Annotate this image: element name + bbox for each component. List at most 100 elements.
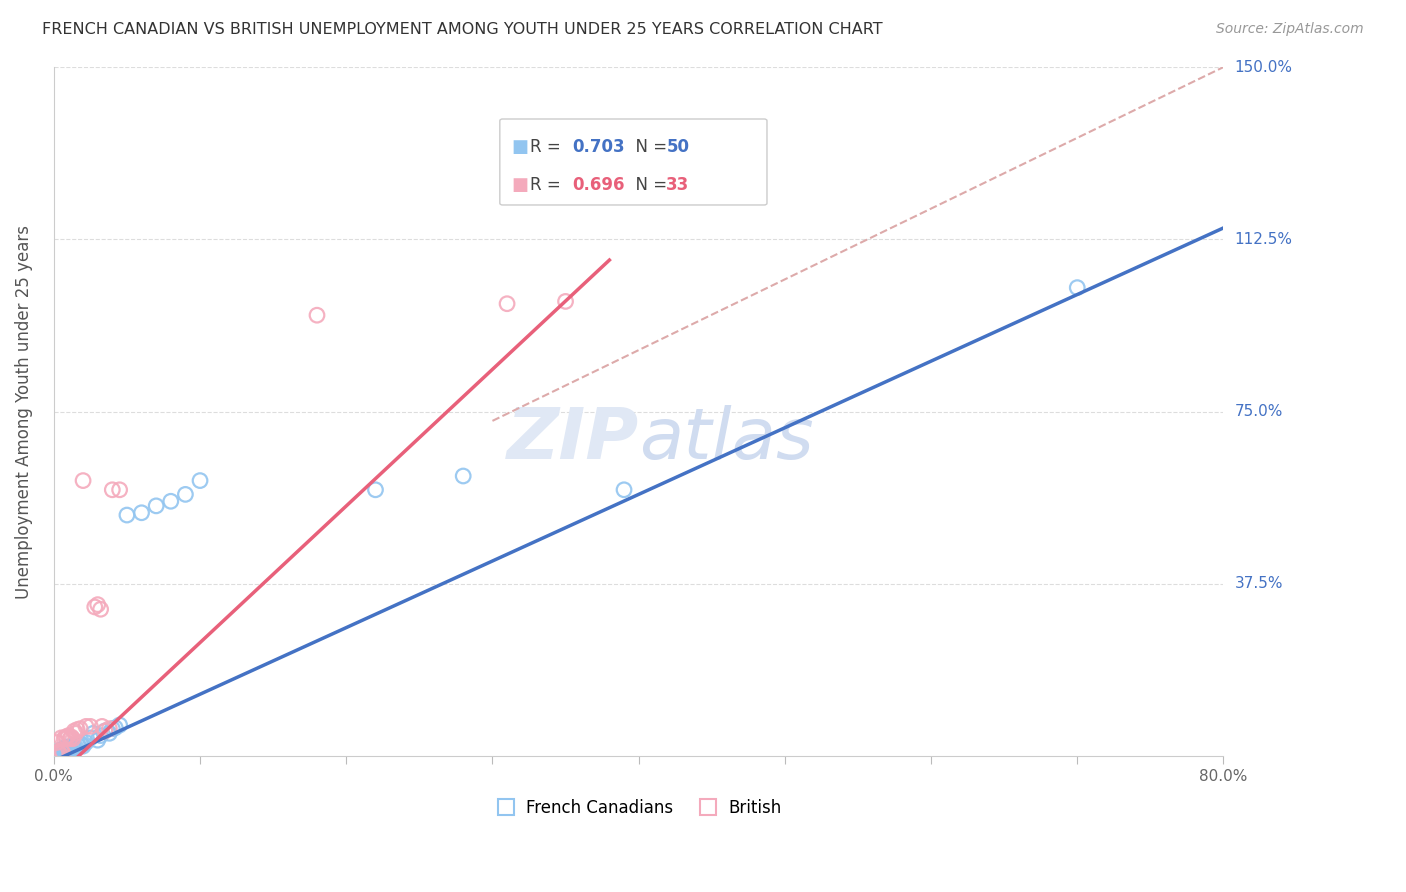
Point [63, 723, 86, 738]
Point [613, 483, 636, 497]
Point [53, 731, 76, 746]
Text: FRENCH CANADIAN VS BRITISH UNEMPLOYMENT AMONG YOUTH UNDER 25 YEARS CORRELATION C: FRENCH CANADIAN VS BRITISH UNEMPLOYMENT … [42, 22, 883, 37]
Point [60, 742, 83, 756]
Point [83, 599, 105, 614]
Point [65, 740, 87, 755]
Point [554, 294, 576, 309]
Text: 0.703: 0.703 [572, 138, 624, 156]
Point [59, 739, 82, 754]
Text: ■: ■ [512, 176, 529, 194]
Point [58, 741, 80, 756]
Point [45, 747, 67, 761]
Point [49, 744, 72, 758]
Point [72, 474, 94, 488]
Point [90, 602, 112, 616]
Point [145, 499, 167, 513]
Point [98, 722, 121, 736]
Point [62, 739, 84, 753]
Point [305, 308, 328, 322]
Point [66, 738, 89, 752]
Point [104, 721, 127, 735]
Point [86, 733, 108, 747]
Text: N =: N = [626, 138, 673, 156]
Text: 0.696: 0.696 [572, 176, 624, 194]
Text: R =: R = [530, 138, 565, 156]
Point [174, 487, 197, 501]
Point [101, 483, 124, 497]
Text: atlas: atlas [638, 405, 813, 474]
Text: ■: ■ [512, 138, 529, 156]
Point [75, 735, 97, 749]
Text: 33: 33 [666, 176, 689, 194]
Point [69, 722, 91, 736]
Point [48, 746, 70, 760]
Point [52, 747, 75, 761]
Text: 37.5%: 37.5% [1234, 576, 1284, 591]
Point [82, 726, 104, 740]
Point [63, 741, 86, 756]
Point [58, 729, 80, 743]
Point [115, 508, 138, 522]
Text: 75.0%: 75.0% [1234, 404, 1282, 419]
Point [56, 744, 79, 758]
Point [45, 746, 67, 760]
Point [94, 723, 117, 738]
Point [70, 738, 93, 752]
Point [79, 731, 101, 745]
Point [72, 739, 94, 753]
Point [49, 746, 72, 760]
Point [75, 719, 97, 733]
Point [62, 731, 84, 746]
Point [52, 742, 75, 756]
Point [56, 740, 79, 755]
Text: 112.5%: 112.5% [1234, 232, 1292, 247]
Point [56, 731, 79, 745]
Point [451, 469, 474, 483]
Point [52, 746, 75, 760]
Point [46, 745, 69, 759]
Point [59, 731, 82, 746]
Y-axis label: Unemployment Among Youth under 25 years: Unemployment Among Youth under 25 years [15, 225, 32, 599]
Point [94, 723, 117, 738]
Point [44, 747, 66, 761]
Point [86, 598, 108, 612]
Point [48, 747, 70, 761]
Point [66, 723, 89, 737]
Point [91, 719, 114, 733]
Point [60, 730, 83, 744]
Text: 50: 50 [666, 138, 689, 156]
Point [90, 729, 112, 743]
Point [59, 743, 82, 757]
Point [46, 747, 69, 761]
Text: 150.0%: 150.0% [1234, 60, 1292, 75]
Point [48, 744, 70, 758]
Point [65, 726, 87, 740]
Point [188, 474, 211, 488]
Point [55, 745, 77, 759]
Point [101, 722, 124, 736]
Point [44, 747, 66, 762]
Point [45, 747, 67, 762]
Point [108, 483, 131, 497]
Point [45, 735, 67, 749]
Point [159, 494, 181, 508]
Point [49, 743, 72, 757]
Point [131, 506, 153, 520]
Point [53, 741, 76, 756]
Point [67, 739, 90, 753]
Text: R =: R = [530, 176, 565, 194]
Point [55, 742, 77, 756]
Point [496, 296, 519, 310]
Point [1066, 280, 1088, 294]
Point [55, 730, 77, 744]
Point [108, 718, 131, 732]
Point [49, 731, 72, 745]
Point [69, 736, 91, 750]
Point [58, 745, 80, 759]
Point [79, 719, 101, 733]
Text: N =: N = [626, 176, 673, 194]
Point [53, 745, 76, 759]
Point [98, 726, 121, 740]
Point [364, 483, 387, 497]
Legend: French Canadians, British: French Canadians, British [489, 792, 787, 823]
